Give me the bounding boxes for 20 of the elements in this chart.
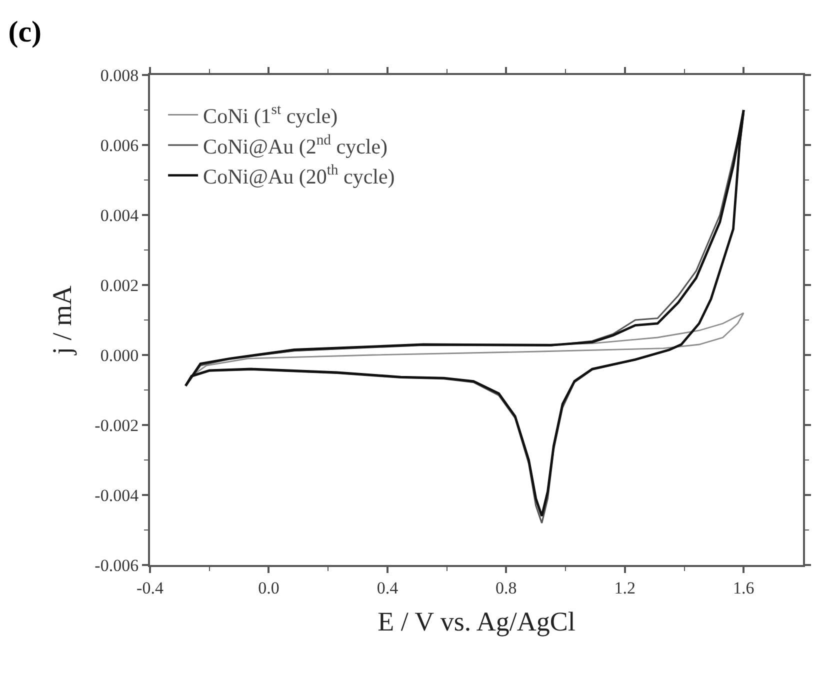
legend-label: CoNi@Au (2$^{nd}$ cycle) xyxy=(203,132,388,158)
x-tick-label: 0.0 xyxy=(258,578,280,598)
x-tick-label: 1.2 xyxy=(614,578,636,598)
x-tick-label: -0.4 xyxy=(136,578,164,598)
y-tick-label: -0.002 xyxy=(94,416,139,435)
x-tick-label: 1.6 xyxy=(733,578,754,598)
y-tick-label: 0.008 xyxy=(100,66,139,85)
y-tick-label: -0.006 xyxy=(94,556,139,575)
x-tick-label: 0.8 xyxy=(496,578,517,598)
y-tick-label: -0.004 xyxy=(94,486,140,505)
y-axis-title: j / mA xyxy=(47,285,78,356)
legend-label: CoNi (1$^{st}$ cycle) xyxy=(203,102,338,128)
legend-label: CoNi@Au (20$^{th}$ cycle) xyxy=(203,162,395,189)
y-tick-label: 0.002 xyxy=(100,276,139,295)
y-tick-label: 0.000 xyxy=(100,346,139,365)
y-tick-label: 0.006 xyxy=(100,136,139,155)
y-tick-label: 0.004 xyxy=(100,206,140,225)
x-tick-label: 0.4 xyxy=(376,578,399,598)
chart-title: (c) xyxy=(8,15,42,48)
x-axis-title: E / V vs. Ag/AgCl xyxy=(378,606,576,636)
